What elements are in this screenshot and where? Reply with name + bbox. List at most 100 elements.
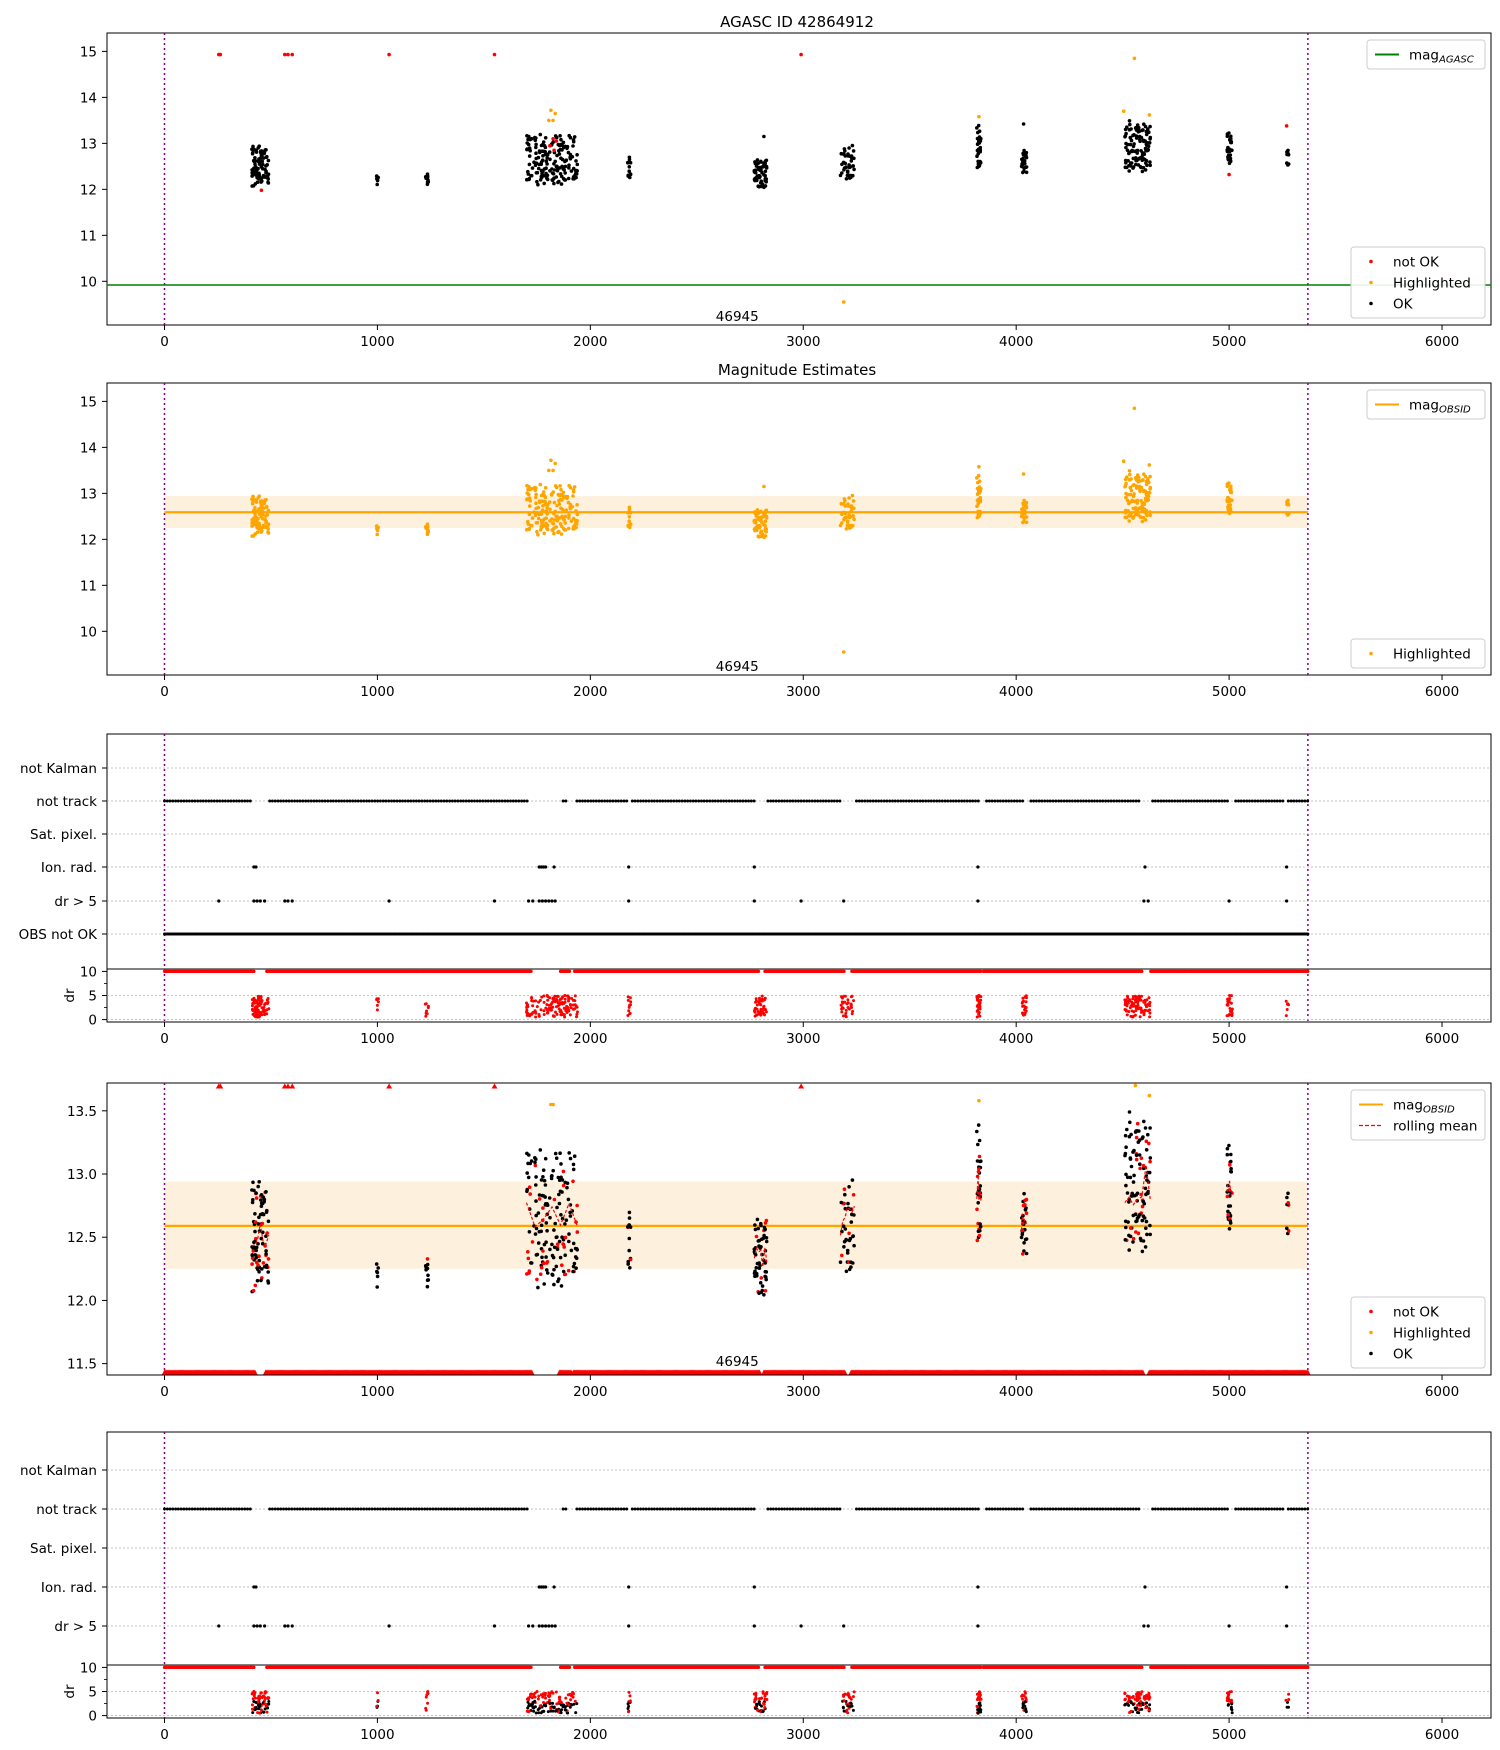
dr-point [627,1009,631,1013]
highlighted-point [847,515,852,520]
not-track-point [448,799,452,803]
not-track-point [442,799,446,803]
highlighted-point [1225,484,1230,489]
dr-point [553,994,557,998]
dr5-point [258,899,262,903]
not-track-point [796,799,800,803]
not-track-point [910,799,914,803]
highlighted-point [533,485,537,490]
ion-rad-point [752,865,756,869]
not-ok-point [290,52,295,57]
not-ok-point [1227,172,1231,177]
highlighted-point [525,491,529,495]
highlighted-point [538,482,543,487]
not-track-point [1015,799,1019,803]
dr-point [754,999,758,1003]
not-track-point [946,799,950,803]
not-track-point [1187,799,1191,803]
highlighted-point [1133,476,1138,480]
highlighted-point [252,497,256,502]
ok-point [264,170,268,175]
not-track-point [331,799,335,803]
ok-point [561,167,566,171]
highlighted-point [975,515,980,520]
ok-point [1148,137,1152,141]
ok-point [561,140,566,145]
not-ok-point [259,188,264,193]
highlighted-point [541,499,546,504]
highlighted-point [758,524,762,529]
not-track-point [691,799,695,803]
not-track-point [492,799,496,803]
not-track-point [608,799,612,803]
ok-point [536,182,540,187]
not-track-point [1248,799,1251,803]
dr-point [549,1006,553,1010]
highlighted-point [375,532,380,537]
highlighted-point [547,468,551,473]
highlighted-point [566,500,571,505]
not-track-point [475,799,479,803]
ok-point [534,161,539,165]
not-track-point [1129,799,1132,803]
not-track-point [913,799,917,803]
ok-point [260,159,265,164]
highlighted-point [1134,484,1139,489]
dr-point [1134,1004,1138,1008]
not-track-point [497,799,501,803]
dr-point [551,997,555,1001]
not-track-point [235,799,238,803]
not-track-point [461,799,465,803]
not-track-point [232,799,236,803]
highlighted-point [571,489,576,494]
ok-point [1138,139,1142,144]
dr5-point [263,899,267,903]
obs-not-ok-point [1306,932,1310,936]
not-track-point [334,799,338,803]
highlighted-point [425,522,430,526]
highlighted-point [1021,472,1026,476]
dr-point [1147,996,1151,1000]
ok-point [553,159,557,164]
ok-point [1135,151,1139,155]
not-ok-point [286,52,290,57]
not-track-point [1156,799,1160,803]
ok-point [1126,159,1130,163]
not-track-point [1079,799,1083,803]
not-track-point [406,799,410,803]
dr-point [1125,1004,1129,1008]
highlighted-point [1124,491,1128,496]
not-track-point [1239,799,1243,803]
highlighted-point [841,650,846,654]
not-track-point [517,799,521,803]
dr-capped-point [252,969,256,974]
highlighted-point [526,519,530,524]
ok-point [1225,134,1230,139]
not-track-point [342,799,346,803]
dr-point [548,996,552,1000]
ok-point [1143,168,1148,172]
ok-point [1229,137,1233,141]
not-track-point [639,799,643,803]
dr-point [573,994,577,998]
not-track-point [561,799,565,803]
dr-point [542,1000,546,1004]
ok-point [1144,161,1148,165]
ok-point [1131,165,1136,169]
dr-point [850,1006,853,1009]
ok-point [254,150,259,154]
ok-point [253,166,257,170]
not-track-point [373,799,377,803]
not-track-point [600,799,604,803]
ion-rad-point [544,865,548,869]
highlighted-point [762,484,766,489]
not-track-point [774,799,778,803]
not-track-point [390,799,393,803]
not-track-point [401,799,404,803]
not-track-point [583,799,587,803]
not-track-point [312,799,316,803]
ok-point [1141,138,1146,143]
highlighted-point [977,485,982,489]
not-track-point [708,799,712,803]
